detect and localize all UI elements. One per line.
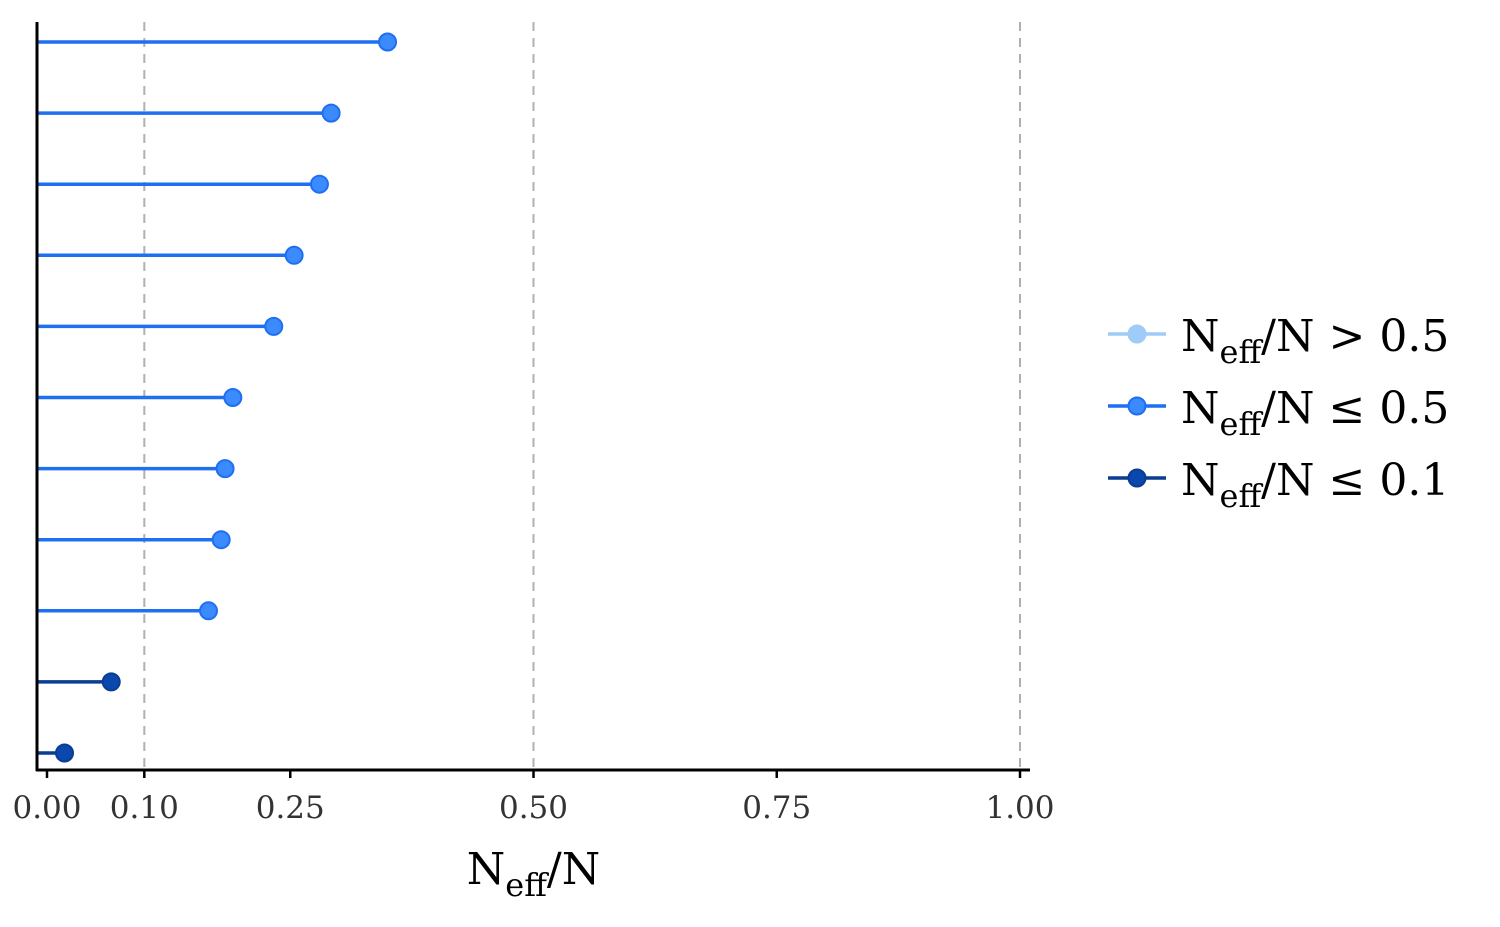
lollipop-point: [309, 174, 329, 194]
legend-key-le_0_1: [1108, 468, 1166, 488]
lollipop-point: [264, 316, 284, 336]
legend-label-gt_0_5: Neff/N > 0.5: [1181, 311, 1449, 371]
x-tick-label: 0.00: [12, 790, 81, 826]
lollipop-point: [199, 601, 219, 621]
x-tick-label: 0.75: [742, 790, 811, 826]
legend-key-point: [1127, 324, 1147, 344]
reference-lines: [143, 22, 1021, 770]
x-tick-label: 1.00: [985, 790, 1054, 826]
lollipop-point: [321, 103, 341, 123]
x-tick-label: 0.25: [256, 790, 325, 826]
legend-key-gt_0_5: [1108, 324, 1166, 344]
x-tick-label: 0.10: [110, 790, 179, 826]
lollipop-point: [101, 672, 121, 692]
x-axis-label: Neff/N: [467, 844, 601, 904]
x-tick-label: 0.50: [499, 790, 568, 826]
legend-key-point: [1127, 468, 1147, 488]
x-axis-ticks: 0.00 0.10 0.25 0.50 0.75 1.00: [12, 770, 1055, 826]
lollipop-point: [223, 388, 243, 407]
x-axis-title: Neff/N: [467, 844, 601, 904]
legend-label-le_0_1: Neff/N ≤ 0.1: [1181, 455, 1449, 515]
legend-key-le_0_5: [1108, 396, 1166, 416]
lollipop-point: [284, 245, 304, 265]
lollipop-points: [55, 32, 398, 763]
lollipop-point: [378, 32, 398, 52]
lollipop-segments: [37, 40, 388, 755]
lollipop-point: [55, 743, 75, 763]
legend-label-le_0_5: Neff/N ≤ 0.5: [1181, 383, 1449, 443]
lollipop-point: [211, 530, 231, 550]
legend-key-point: [1127, 396, 1147, 416]
lollipop-point: [215, 459, 235, 479]
legend: Neff/N > 0.5 Neff/N ≤ 0.5 Neff/N ≤ 0.1: [1108, 311, 1449, 515]
